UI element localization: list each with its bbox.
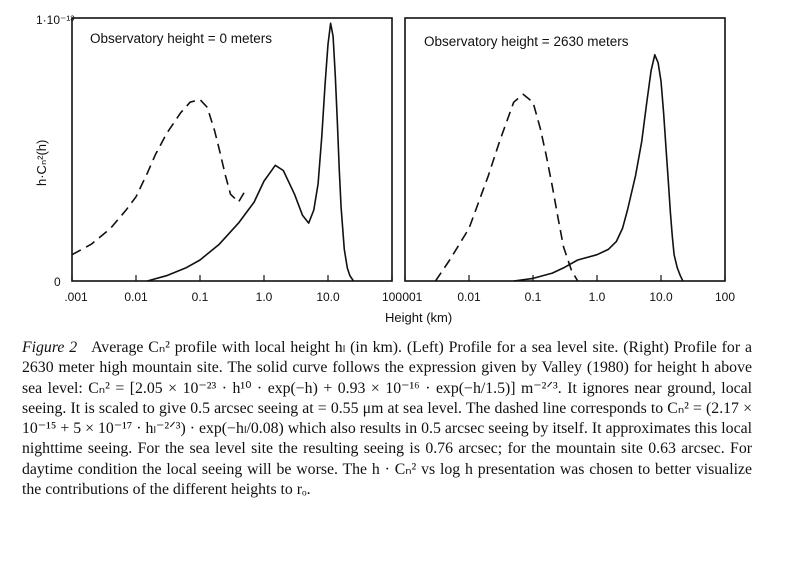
dashed-series-line xyxy=(434,93,579,282)
x-axis-label: Height (km) xyxy=(385,310,452,325)
x-tick-label: 0.01 xyxy=(457,290,481,304)
solid-series-line xyxy=(513,54,684,282)
x-tick-label: 0.01 xyxy=(124,290,148,304)
caption-text: Average Cₙ² profile with local height hₗ… xyxy=(22,339,752,499)
caption-label: Figure 2 xyxy=(22,339,78,356)
x-tick-label: 100 xyxy=(715,290,735,304)
x-tick-label: 10.0 xyxy=(316,290,340,304)
series-layer xyxy=(71,22,684,282)
x-tick-label: 0.1 xyxy=(192,290,209,304)
solid-series-line xyxy=(147,22,355,282)
tick-layer: .001 0.01 0.1 1.0 10.0 100.001 0.01 0.1 1.0 10.0 1… xyxy=(64,275,735,304)
x-tick-label: 10.0 xyxy=(649,290,673,304)
left-panel-frame xyxy=(71,17,393,282)
figure-caption: Figure 2 Average Cₙ² profile with local … xyxy=(22,338,752,500)
right-panel-frame xyxy=(404,17,726,282)
x-tick-label: .001 xyxy=(399,290,423,304)
y-axis-label: h·Cₙ²(h) xyxy=(34,140,49,186)
right-panel-title: Observatory height = 2630 meters xyxy=(424,34,629,49)
x-tick-label: 100 xyxy=(382,290,402,304)
x-tick-label: 1.0 xyxy=(589,290,606,304)
y-zero-label: 0 xyxy=(54,275,61,289)
x-tick-label: 0.1 xyxy=(525,290,542,304)
figure-canvas: 1·10⁻¹³ 0 h·Cₙ²(h) Observatory height = … xyxy=(34,13,735,325)
x-tick-label: .001 xyxy=(64,290,88,304)
dashed-series-line xyxy=(71,98,246,256)
y-top-label: 1·10⁻¹³ xyxy=(36,13,74,27)
left-panel-title: Observatory height = 0 meters xyxy=(90,31,272,46)
x-tick-label: 1.0 xyxy=(256,290,273,304)
